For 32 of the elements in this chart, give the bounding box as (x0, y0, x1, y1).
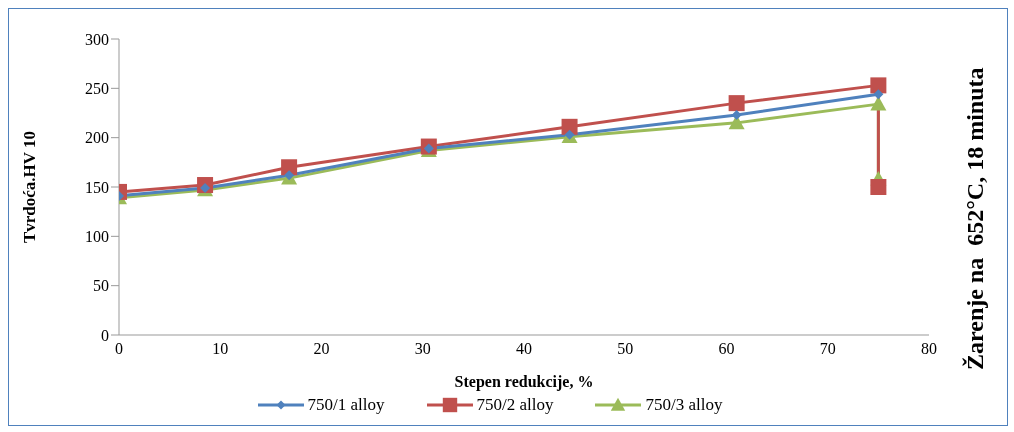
point (728, 95, 745, 112)
y-tick-label: 300 (85, 30, 109, 48)
y-tick-label: 0 (101, 326, 109, 344)
x-tick-label: 0 (115, 340, 123, 358)
y-tick-label: 250 (85, 80, 109, 98)
point (731, 109, 742, 120)
x-tick-label: 40 (516, 340, 532, 358)
x-tick-label: 60 (718, 340, 735, 358)
y-axis-title: Tvrdoća.HV 10 (20, 130, 40, 244)
point (870, 179, 887, 195)
point (873, 89, 884, 100)
legend-label: 750/1 alloy (307, 395, 385, 415)
x-tick-label: 10 (212, 340, 229, 358)
y-tick-label: 50 (93, 277, 109, 295)
y-tick-label: 200 (85, 129, 109, 147)
x-tick-label: 30 (414, 340, 431, 358)
y-tick-label: 150 (85, 178, 109, 196)
x-axis-title: Stepen redukcije, % (454, 373, 594, 391)
point (561, 118, 578, 135)
y-tick-label: 100 (85, 228, 109, 246)
text: Žarenje na 652°C, 18 minuta (962, 66, 989, 373)
legend-label: 750/3 alloy (645, 395, 723, 415)
point (281, 159, 298, 176)
point (284, 170, 295, 181)
x-tick-label: 20 (313, 340, 330, 358)
point (870, 77, 887, 94)
x-tick-label: 70 (819, 340, 836, 358)
point (564, 129, 575, 140)
x-tick-label: 50 (617, 340, 634, 358)
point (870, 96, 887, 111)
x-tick-label: 80 (921, 340, 937, 358)
legend-label: 750/2 alloy (476, 395, 554, 415)
